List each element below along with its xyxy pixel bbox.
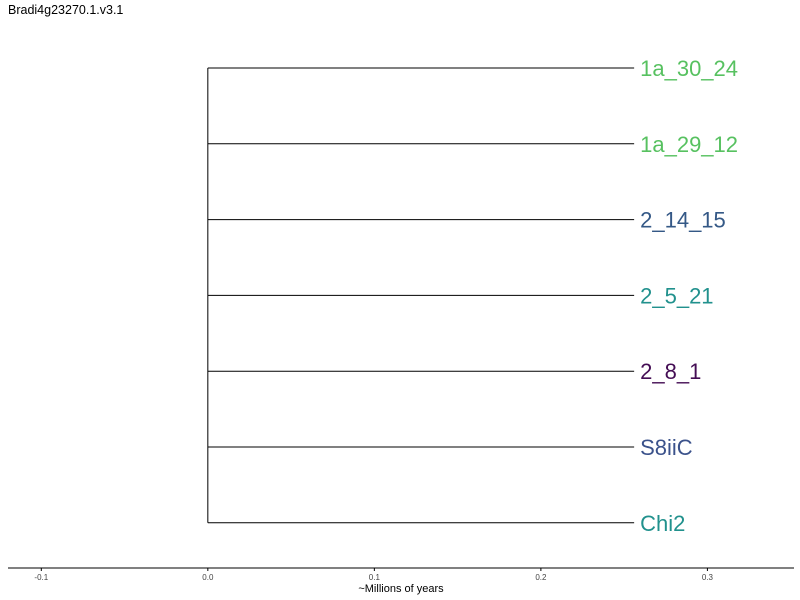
x-axis-title: ~Millions of years bbox=[358, 583, 444, 595]
leaf-label-2_14_15: 2_14_15 bbox=[640, 208, 726, 233]
x-tick-label: 0.3 bbox=[702, 573, 714, 582]
leaf-label-2_8_1: 2_8_1 bbox=[640, 359, 701, 384]
leaf-labels: 1a_30_24 1a_29_12 2_14_15 2_5_21 2_8_1 S8iiC C… bbox=[640, 56, 738, 536]
leaf-label-2_5_21: 2_5_21 bbox=[640, 283, 713, 308]
x-tick-label: 0.2 bbox=[535, 573, 547, 582]
x-tick-label: 0.1 bbox=[369, 573, 381, 582]
leaf-label-1a_29_12: 1a_29_12 bbox=[640, 132, 738, 157]
x-tick-label: 0.0 bbox=[202, 573, 214, 582]
leaf-label-Chi2: Chi2 bbox=[640, 511, 685, 536]
x-tick-label: -0.1 bbox=[34, 573, 48, 582]
leaf-label-1a_30_24: 1a_30_24 bbox=[640, 56, 738, 81]
x-axis: -0.1 0.0 0.1 0.2 0.3 ~Millions of years bbox=[8, 567, 794, 595]
page-title: Bradi4g23270.1.v3.1 bbox=[8, 3, 124, 17]
tree-branches bbox=[207, 67, 635, 524]
leaf-label-S8iiC: S8iiC bbox=[640, 435, 693, 460]
